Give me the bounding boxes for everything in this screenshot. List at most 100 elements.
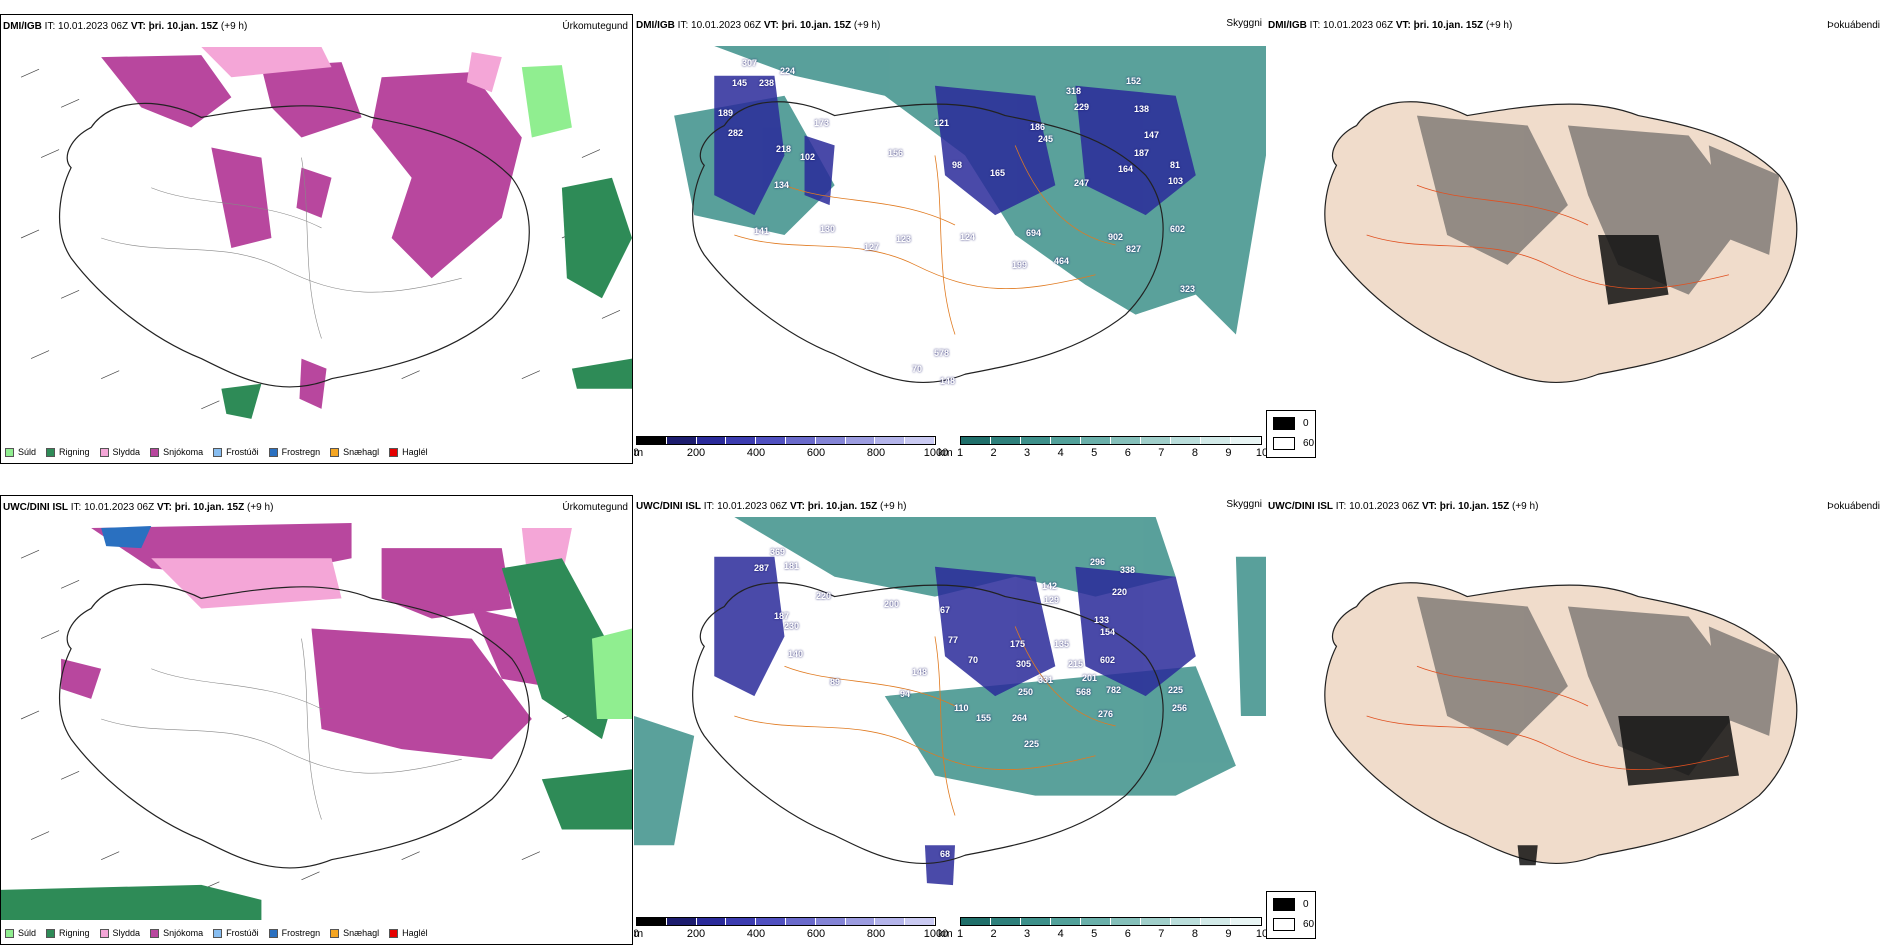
wind-barbs (20, 68, 621, 410)
fog-index-panel-dmi: DMI/IGB IT: 10.01.2023 06Z VT: þri. 10.j… (1266, 14, 1900, 464)
road-network (101, 157, 462, 339)
colorbar-cell (815, 918, 846, 925)
ceiling-label: 189 (718, 108, 734, 118)
colorbar-tick-label: 200 (686, 928, 706, 940)
ceiling-label: 215 (1068, 659, 1084, 669)
legend-item: Frostúði (213, 447, 259, 457)
colorbar-cell (726, 437, 757, 444)
colorbar-cell (696, 918, 727, 925)
colorbar-tick-label: 2 (990, 928, 997, 940)
fog-core (1598, 234, 1669, 305)
legend-item: Haglél (389, 447, 428, 457)
ceiling-label: 199 (1012, 260, 1028, 270)
colorbar-cell (666, 437, 697, 444)
ceiling-label: 70 (912, 364, 923, 374)
colorbar-cell (1111, 918, 1141, 925)
ceiling-label: 187 (1134, 148, 1150, 158)
ceiling-label: 173 (814, 118, 830, 128)
colorbar-ticks: 1 2 3 4 5 6 7 8 9 10 (957, 928, 1266, 942)
cloud-height-colorbar: m 0 200 400 600 800 1000 (634, 917, 948, 945)
legend-item: Snjókoma (150, 447, 203, 457)
colorbar-tick-label: 7 (1158, 928, 1165, 940)
ceiling-label: 318 (1066, 86, 1082, 96)
colorbar-tick-label: 200 (686, 447, 706, 459)
colorbar-cell (1171, 918, 1201, 925)
colorbar-tick-label: 1000 (923, 447, 949, 459)
ceiling-label: 602 (1170, 224, 1186, 234)
colorbar-cells (960, 917, 1262, 926)
ceiling-label: 164 (1118, 164, 1134, 174)
colorbar-tick-label: 1 (956, 447, 964, 459)
colorbar-cell (666, 918, 697, 925)
colorbar-tick-label: 9 (1225, 447, 1232, 459)
legend-swatch (268, 928, 278, 938)
colorbar-unit: km (938, 447, 953, 459)
ceiling-label: 103 (1168, 176, 1184, 186)
legend-swatch (1273, 417, 1295, 430)
colorbar-cells (636, 436, 936, 445)
colorbar-cells (960, 436, 1262, 445)
iceland-coastline (692, 582, 1164, 864)
legend-swatch (213, 447, 223, 457)
fog-core (1517, 845, 1538, 866)
ceiling-label: 148 (912, 667, 928, 677)
ceiling-label: 225 (1024, 739, 1040, 749)
visibility-colorbar: km 1 2 3 4 5 6 7 8 9 10 (938, 436, 1266, 464)
colorbar-tick-label: 400 (746, 447, 766, 459)
colorbar-cell (991, 918, 1021, 925)
ceiling-label: 464 (1054, 256, 1070, 266)
ceiling-label: 89 (830, 677, 841, 687)
rain-areas (1, 558, 632, 920)
legend-swatch (46, 447, 56, 457)
panel-title: DMI/IGB IT: 10.01.2023 06Z VT: þri. 10.j… (3, 21, 248, 32)
legend-item: Frostúði (213, 928, 259, 938)
colorbar-tick-label: 6 (1124, 928, 1131, 940)
ceiling-label: 220 (816, 591, 832, 601)
ceiling-label: 102 (800, 152, 816, 162)
ceiling-label: 134 (774, 180, 790, 190)
ceiling-label: 256 (1172, 703, 1188, 713)
ceiling-label: 276 (1098, 709, 1114, 719)
colorbar-cell (845, 437, 876, 444)
legend-item: Slydda (99, 447, 140, 457)
colorbar-cell (905, 437, 935, 444)
colorbar-tick-label: 7 (1158, 447, 1165, 459)
fog-core (1618, 715, 1739, 786)
colorbar-cell (696, 437, 727, 444)
colorbar-tick-label: 4 (1057, 928, 1064, 940)
panel-field-name: Úrkomutegund (562, 21, 628, 32)
panel-field-name: Skyggni (1226, 499, 1262, 510)
ceiling-label: 568 (1076, 687, 1092, 697)
ceiling-label: 135 (1054, 639, 1070, 649)
colorbar-tick-label: 5 (1091, 447, 1098, 459)
iceland-coastline (58, 102, 530, 388)
snowfall-areas (101, 55, 522, 409)
colorbar-tick-label: 3 (1024, 447, 1031, 459)
colorbar-tick-label: 4 (1057, 447, 1064, 459)
ceiling-label: 247 (1074, 178, 1090, 188)
colorbar-cell (875, 918, 906, 925)
colorbar-cell (1231, 437, 1261, 444)
ceiling-label: 578 (934, 348, 950, 358)
colorbar-cell (1201, 918, 1231, 925)
ceiling-label: 81 (1170, 160, 1181, 170)
legend-item: Frostregn (268, 928, 320, 938)
ceiling-label: 124 (960, 232, 976, 242)
ceiling-label: 902 (1108, 232, 1124, 242)
legend-swatch (389, 447, 399, 457)
colorbar-tick-label: 0 (634, 447, 640, 459)
ceiling-label: 181 (784, 561, 800, 571)
panel-title: DMI/IGB IT: 10.01.2023 06Z VT: þri. 10.j… (1268, 20, 1513, 31)
precip-type-panel-dmi: DMI/IGB IT: 10.01.2023 06Z VT: þri. 10.j… (0, 14, 633, 464)
legend-swatch (150, 928, 160, 938)
legend-swatch (99, 928, 109, 938)
legend-item: Rigning (46, 928, 90, 938)
precip-map (1, 518, 632, 920)
ceiling-label: 225 (1168, 685, 1184, 695)
colorbar-tick-label: 600 (806, 928, 826, 940)
ceiling-label: 250 (1018, 687, 1034, 697)
colorbar-cell (961, 918, 991, 925)
ceiling-label: 264 (1012, 713, 1028, 723)
cloud-visibility-map (634, 36, 1266, 424)
precip-type-legend: Súld Rigning Slydda Snjókoma Frostúði Fr… (5, 447, 428, 457)
